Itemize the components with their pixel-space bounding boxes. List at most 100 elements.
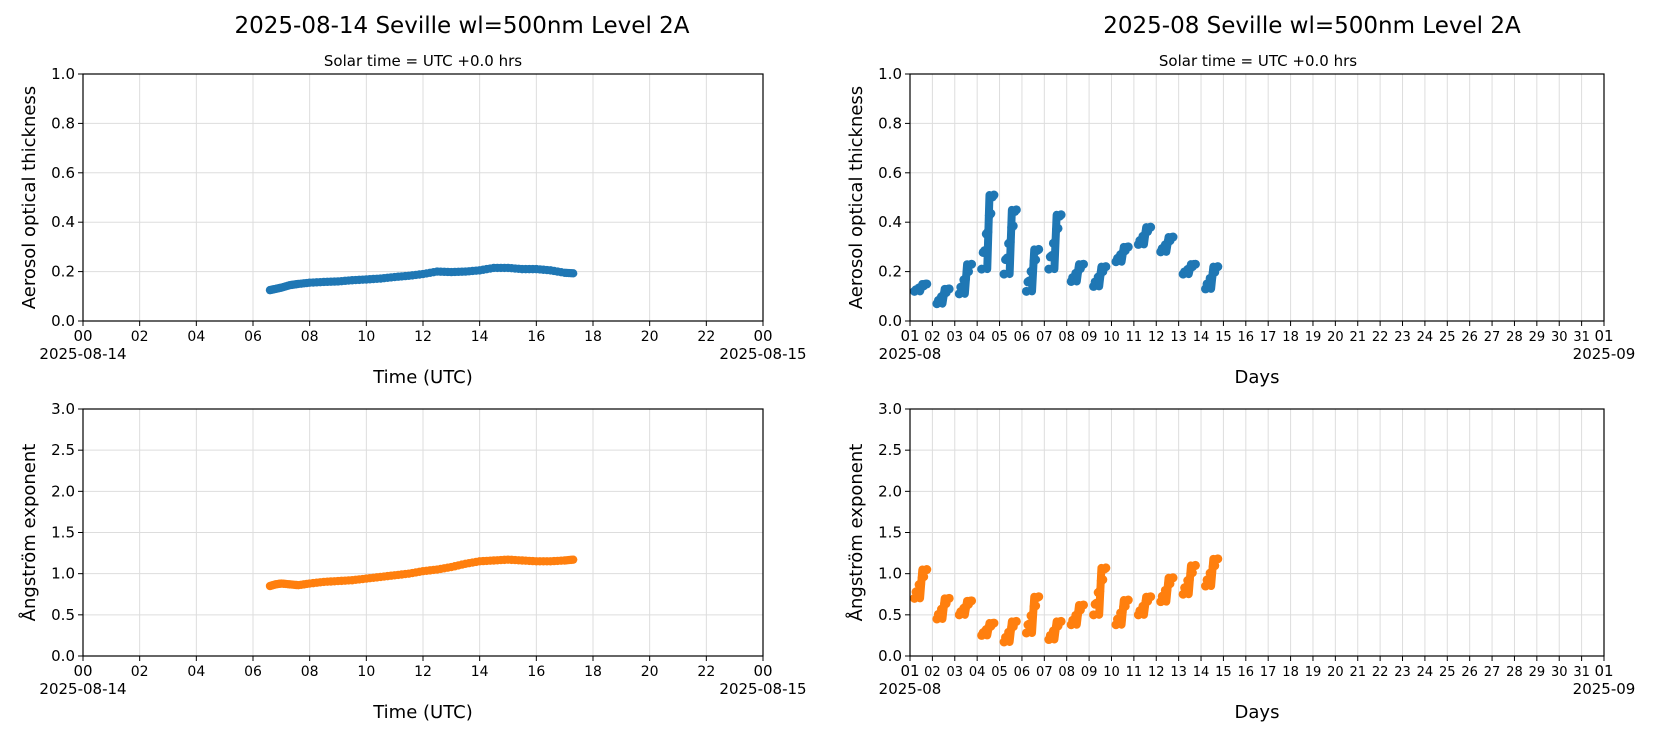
x-tick-label: 08 xyxy=(301,664,319,680)
x-tick-label: 04 xyxy=(969,330,986,345)
y-tick-label: 0.2 xyxy=(51,263,75,281)
x-tick-label: 23 xyxy=(1394,665,1411,680)
x-tick-label: 17 xyxy=(1260,665,1277,680)
x-tick-label: 16 xyxy=(1238,665,1255,680)
x-tick-label: 02 xyxy=(131,664,149,680)
y-tick-label: 2.5 xyxy=(878,441,902,459)
x-tick-label: 16 xyxy=(1238,330,1255,345)
x-tick-label: 00 xyxy=(753,662,772,680)
day-range-mark xyxy=(1005,205,1016,279)
x-end-date-label: 2025-08-15 xyxy=(719,345,806,363)
x-axis-label: Days xyxy=(1235,702,1280,723)
x-tick-label: 02 xyxy=(924,665,941,680)
day-range-mark xyxy=(1139,223,1151,249)
y-tick-label: 0.5 xyxy=(878,606,902,624)
x-tick-label: 25 xyxy=(1439,665,1456,680)
x-tick-label: 23 xyxy=(1394,330,1411,345)
y-tick-label: 0.0 xyxy=(51,312,75,330)
panel-daily-angstrom: 0.0 0.5 1.0 1.5 2.0 2.5 3.0 00 02 04 06 08 10 12 14 16 1… xyxy=(18,400,807,723)
day-range-mark xyxy=(1072,600,1084,629)
y-axis-label: Aerosol optical thickness xyxy=(19,86,40,309)
data-point xyxy=(568,555,578,564)
day-range-mark xyxy=(1095,262,1106,291)
x-tick-label: 10 xyxy=(357,329,375,345)
day-range-mark xyxy=(1162,233,1173,256)
x-tick-label: 00 xyxy=(73,327,92,345)
x-end-date-label: 2025-09 xyxy=(1573,345,1636,363)
day-range-mark xyxy=(983,619,994,640)
y-tick-label: 1.0 xyxy=(51,565,75,583)
day-range-mark xyxy=(960,596,972,619)
y-tick-label: 1.0 xyxy=(878,65,902,83)
y-axis-label: Ångström exponent xyxy=(18,444,40,622)
x-tick-label: 01 xyxy=(900,327,919,345)
y-tick-label: 0.6 xyxy=(878,164,902,182)
x-tick-label: 02 xyxy=(131,329,149,345)
x-tick-label: 06 xyxy=(1014,330,1031,345)
x-tick-label: 31 xyxy=(1573,665,1590,680)
y-tick-label: 0.5 xyxy=(51,606,75,624)
x-tick-label: 18 xyxy=(1282,330,1299,345)
axes-frame xyxy=(909,73,1605,322)
x-tick-label: 18 xyxy=(1282,665,1299,680)
y-tick-label: 0.0 xyxy=(51,647,75,665)
y-tick-label: 1.5 xyxy=(878,524,902,542)
day-range-mark xyxy=(983,191,994,274)
x-tick-label: 28 xyxy=(1506,665,1523,680)
day-range-mark xyxy=(938,284,949,308)
x-tick-label: 09 xyxy=(1081,665,1098,680)
x-end-date-label: 2025-09 xyxy=(1573,680,1636,698)
x-tick-label: 22 xyxy=(1372,665,1389,680)
y-tick-label: 0.4 xyxy=(51,213,75,231)
left-subtitle: Solar time = UTC +0.0 hrs xyxy=(324,52,522,70)
x-tick-label: 10 xyxy=(1103,330,1120,345)
day-range-mark xyxy=(1028,592,1039,637)
x-tick-label: 20 xyxy=(641,329,659,345)
x-start-date-label: 2025-08-14 xyxy=(39,680,126,698)
x-tick-label: 01 xyxy=(1594,662,1613,680)
x-tick-label: 19 xyxy=(1305,330,1322,345)
y-tick-label: 0.8 xyxy=(51,114,75,132)
y-tick-label: 2.0 xyxy=(51,482,75,500)
x-tick-label: 05 xyxy=(991,330,1008,345)
x-tick-label: 13 xyxy=(1170,665,1187,680)
y-axis-label: Aerosol optical thickness xyxy=(846,86,867,309)
x-tick-label: 11 xyxy=(1126,665,1143,680)
x-tick-label: 24 xyxy=(1417,330,1434,345)
day-range-mark xyxy=(1005,617,1016,647)
x-tick-label: 12 xyxy=(414,329,432,345)
x-tick-label: 08 xyxy=(1058,665,1075,680)
day-range-mark xyxy=(1207,262,1218,293)
day-range-mark xyxy=(1050,617,1061,644)
y-tick-label: 0.4 xyxy=(878,213,902,231)
panel-monthly-aod: 0.0 0.2 0.4 0.6 0.8 1.0 01 02 03 04 05 06 07 08 09 10 11… xyxy=(846,65,1635,388)
x-tick-label: 07 xyxy=(1036,665,1053,680)
x-tick-label: 29 xyxy=(1529,330,1546,345)
x-end-date-label: 2025-08-15 xyxy=(719,680,806,698)
x-tick-label: 30 xyxy=(1551,665,1568,680)
x-tick-label: 27 xyxy=(1484,330,1501,345)
x-axis-label: Time (UTC) xyxy=(372,367,473,388)
x-axis-label: Time (UTC) xyxy=(372,702,473,723)
x-tick-label: 08 xyxy=(301,329,319,345)
x-tick-label: 20 xyxy=(1327,665,1344,680)
y-tick-label: 1.5 xyxy=(51,524,75,542)
x-tick-label: 14 xyxy=(471,664,489,680)
y-tick-label: 1.0 xyxy=(878,565,902,583)
x-tick-label: 13 xyxy=(1170,330,1187,345)
x-tick-label: 01 xyxy=(900,662,919,680)
x-tick-label: 00 xyxy=(73,662,92,680)
y-tick-label: 0.6 xyxy=(51,164,75,182)
x-tick-label: 08 xyxy=(1058,330,1075,345)
day-range-mark xyxy=(1139,592,1151,619)
x-start-date-label: 2025-08 xyxy=(879,345,942,363)
x-tick-label: 20 xyxy=(1327,330,1344,345)
x-tick-label: 22 xyxy=(697,329,715,345)
x-tick-label: 14 xyxy=(1193,330,1210,345)
x-tick-label: 02 xyxy=(924,330,941,345)
panel-daily-aod: 0.0 0.2 0.4 0.6 0.8 1.0 00 02 04 06 08 10 12 14 16 18 20… xyxy=(19,65,807,388)
x-tick-label: 30 xyxy=(1551,330,1568,345)
x-start-date-label: 2025-08 xyxy=(879,680,942,698)
day-range-mark xyxy=(960,260,972,298)
x-tick-label: 15 xyxy=(1215,665,1232,680)
